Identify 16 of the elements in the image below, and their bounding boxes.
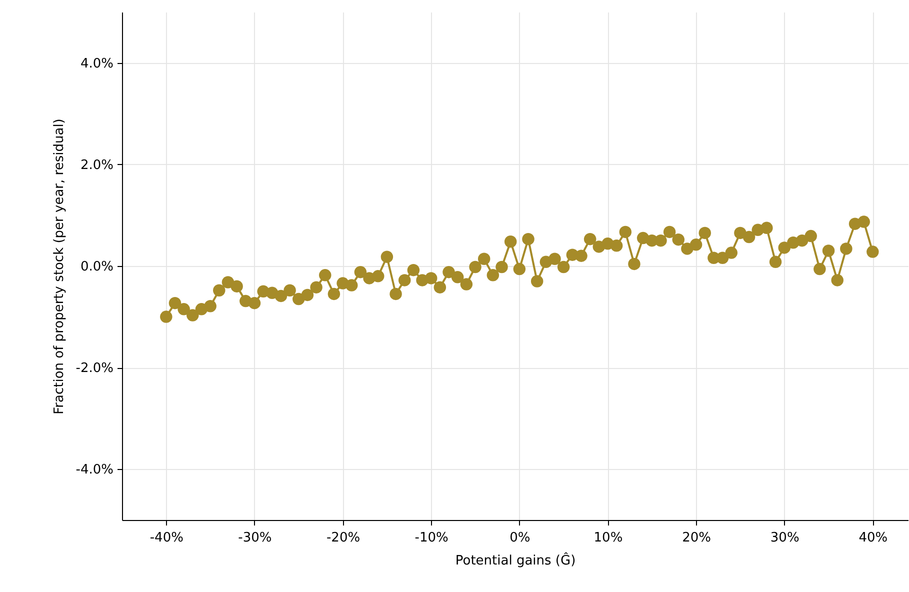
- x-axis-title: Potential gains (Ĝ): [455, 552, 576, 568]
- x-tick-label: 10%: [594, 530, 623, 546]
- x-tick-label: 30%: [770, 530, 800, 546]
- x-tick-label: -40%: [150, 530, 184, 546]
- x-tick-label: -30%: [238, 530, 272, 546]
- y-tick-label: -4.0%: [76, 462, 114, 478]
- y-tick-label: 2.0%: [80, 158, 114, 173]
- y-tick-label: 0.0%: [80, 260, 114, 274]
- x-tick-label: 20%: [682, 530, 711, 546]
- x-tick-label: 0%: [510, 530, 530, 546]
- y-tick-label: 4.0%: [80, 56, 114, 72]
- y-tick-label: -2.0%: [76, 361, 114, 376]
- x-tick-label: 40%: [858, 530, 888, 546]
- x-tick-label: -20%: [326, 530, 360, 546]
- y-axis-title: Fraction of property stock (per year, residual): [52, 118, 67, 414]
- x-tick-label: -10%: [414, 530, 448, 546]
